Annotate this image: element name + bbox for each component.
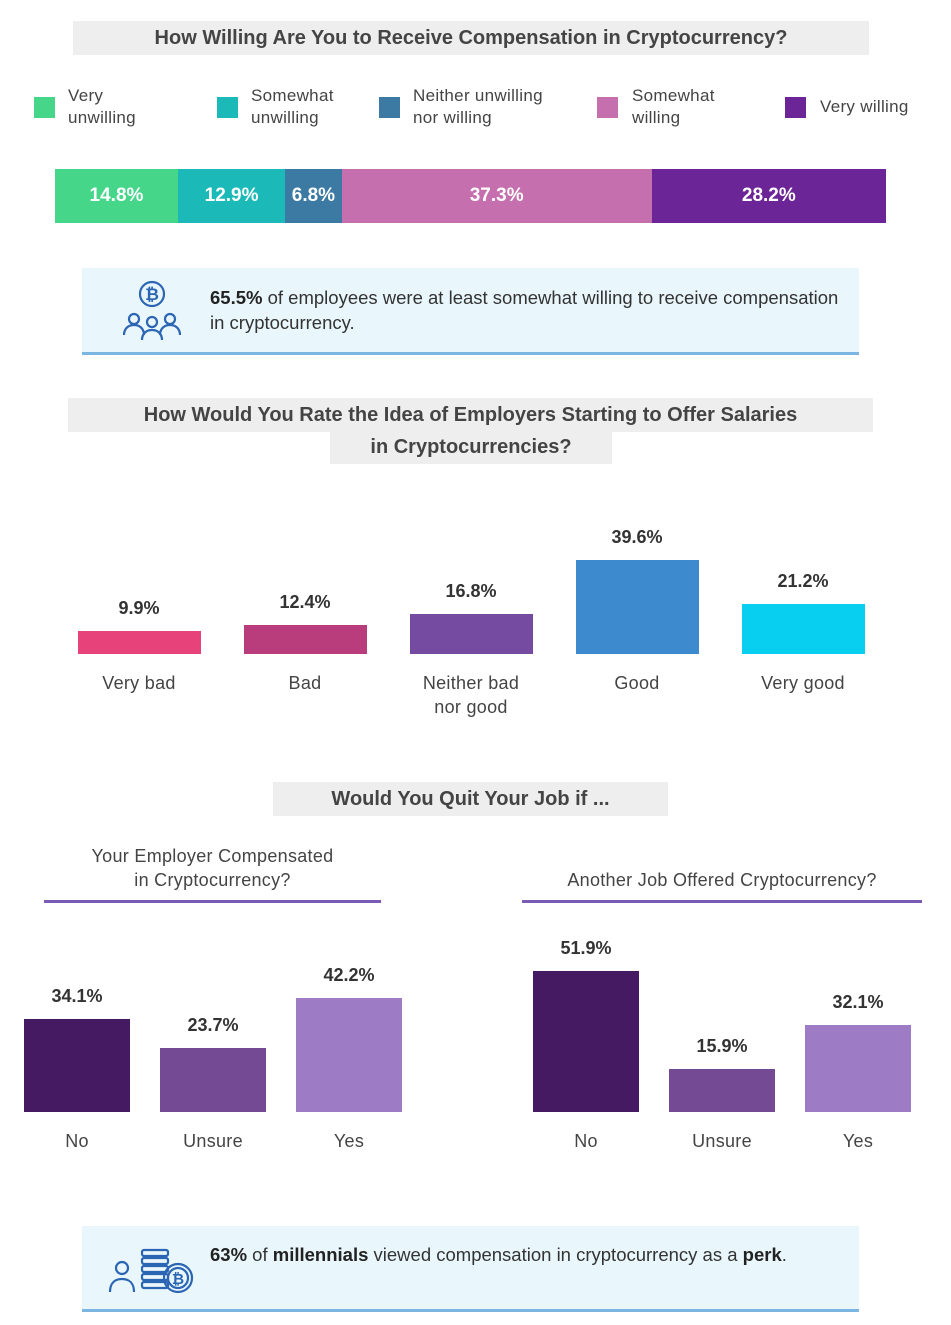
value-label-3: 16.8% [445,581,497,602]
svg-text:₿: ₿ [172,1270,184,1288]
category-label-1: Very bad [102,673,176,693]
section2-title-line1: How Would You Rate the Idea of Employers… [68,398,873,432]
section2-title-line2: in Cryptocurrencies? [330,430,612,464]
callout-highlight: 65.5% [210,287,263,308]
highlight-perk: perk [742,1244,782,1265]
stack-segment-3: 6.8% [285,169,342,223]
bar-1 [77,630,201,654]
legend-swatch-2 [217,97,238,118]
category-label-3: Yes [842,1131,874,1151]
category-label-5: Very good [761,673,845,693]
svg-text:₿: ₿ [145,285,159,305]
section3-title: Would You Quit Your Job if ... [273,782,668,816]
bar-2 [160,1047,266,1112]
value-label-1: 34.1% [51,986,103,1007]
bar-3 [805,1024,911,1112]
person-coins-icon: ₿ [108,1248,194,1294]
category-label-2: Unsure [183,1131,243,1151]
value-label-2: 12.4% [279,591,331,612]
highlight-percent: 63% [210,1244,248,1265]
value-label-2: 23.7% [187,1014,239,1035]
category-label-3: Neither bad nor good [422,673,520,717]
legend-label-5: Very willing [820,97,909,116]
section1-title: How Willing Are You to Receive Compensat… [73,21,869,55]
bar-3 [409,614,533,654]
legend-swatch-1 [34,97,55,118]
right-chart-subtitle: Another Job Offered Cryptocurrency? [567,870,877,890]
value-label-5: 21.2% [777,570,829,591]
bar-3 [296,997,402,1112]
left-chart-subtitle: Your Employer Compensated in Cryptocurre… [91,846,334,890]
bar-1 [533,971,639,1112]
bar-1 [24,1019,130,1112]
stack-segment-5: 28.2% [651,169,886,223]
callout-employees-text: 65.5% of employees were at least somewha… [210,285,840,335]
legend-swatch-4 [597,97,618,118]
legend-swatch-3 [379,97,400,118]
category-label-2: Unsure [692,1131,752,1151]
callout-millennials: ₿ 63% of millennials viewed compensation… [82,1226,859,1312]
bar-2 [669,1068,775,1112]
category-label-3: Yes [333,1131,365,1151]
right-chart-rule [522,900,922,903]
legend-label-1: Very unwilling [68,86,136,127]
legend-label-4: Somewhat willing [632,86,715,127]
callout-body: of employees were at least somewhat will… [210,287,839,333]
category-label-1: No [65,1131,89,1151]
text-period: . [781,1244,787,1265]
callout-employees: ₿ 65.5% of employees were at least somew… [82,268,859,355]
bar-2 [243,624,367,654]
callout-millennials-text: 63% of millennials viewed compensation i… [210,1242,840,1267]
category-label-4: Good [614,673,660,693]
legend-swatch-5 [785,97,806,118]
value-label-2: 15.9% [696,1035,748,1056]
stack-segment-1: 14.8% [55,169,178,223]
value-label-1: 9.9% [118,597,160,618]
value-label-3: 32.1% [832,991,884,1012]
text-viewed: viewed compensation in cryptocurrency as… [368,1244,743,1265]
value-label-1: 51.9% [560,938,612,958]
value-label-4: 39.6% [611,527,663,547]
stack-segment-4: 37.3% [341,169,652,223]
bar-5 [741,603,865,654]
left-chart-rule [44,900,381,903]
text-of: of [247,1244,273,1265]
category-label-2: Bad [288,673,322,693]
stack-segment-2: 12.9% [177,169,286,223]
bitcoin-people-icon: ₿ [122,280,182,341]
legend-label-2: Somewhat unwilling [251,86,334,127]
legend-label-3: Neither unwilling nor willing [413,86,543,127]
highlight-millennials: millennials [272,1244,369,1265]
category-label-1: No [574,1131,598,1151]
value-label-3: 42.2% [323,964,375,985]
bar-4 [575,560,699,654]
